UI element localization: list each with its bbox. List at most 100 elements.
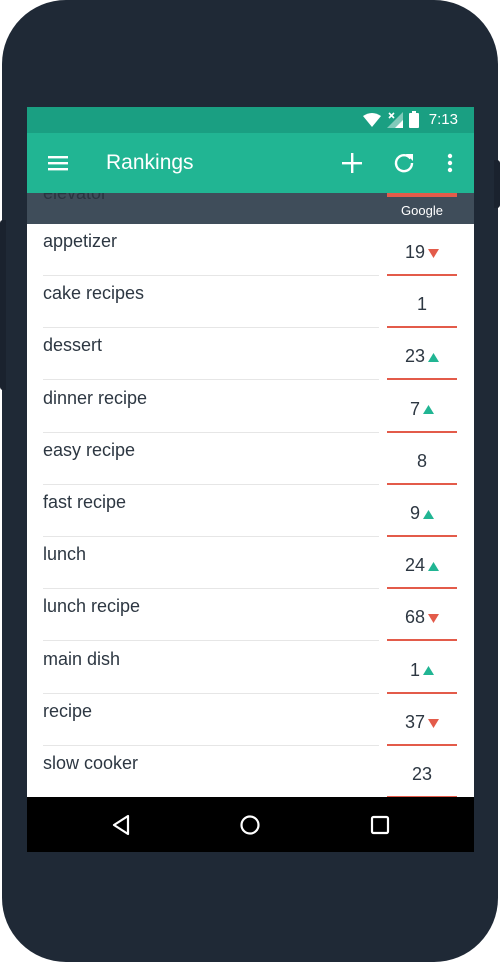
rank-value: 68	[404, 607, 426, 628]
previous-keyword: elevator	[43, 193, 108, 203]
add-icon	[342, 153, 362, 173]
row-divider	[43, 640, 379, 642]
signal-icon	[386, 111, 403, 128]
list-item[interactable]: appetizer 19	[27, 224, 474, 276]
rank-underline	[387, 274, 457, 276]
trend-down-icon	[428, 614, 440, 624]
rank-value-wrap: 1	[387, 294, 457, 315]
rank-value-wrap: 7	[387, 399, 457, 420]
rank-underline	[387, 378, 457, 381]
home-icon	[240, 815, 260, 835]
keyword-label: cake recipes	[43, 283, 145, 304]
rank-value-wrap: 8	[387, 451, 457, 472]
recents-icon	[370, 815, 390, 835]
more-button[interactable]	[436, 149, 464, 177]
keyword-label: recipe	[43, 700, 93, 721]
google-rank-cell[interactable]: 23	[387, 328, 457, 381]
rank-value-wrap: 23	[387, 346, 457, 367]
keyword-label: dessert	[43, 335, 103, 356]
google-rank-cell[interactable]: 23	[387, 746, 457, 798]
status-bar: 7:13	[27, 107, 474, 133]
rank-value-wrap: 19	[387, 242, 457, 263]
row-divider	[43, 379, 379, 381]
row-divider	[43, 327, 379, 329]
row-divider	[43, 588, 379, 590]
status-time: 7:13	[428, 111, 458, 128]
screen: 7:13 Rankings elevator Google appetizer 1…	[27, 107, 474, 852]
power-button	[494, 160, 500, 208]
list-item[interactable]: dessert 23	[27, 328, 474, 381]
trend-down-icon	[428, 248, 440, 258]
list-item[interactable]: cake recipes 1	[27, 276, 474, 329]
google-rank-cell[interactable]: 1	[387, 642, 457, 694]
trend-up-icon	[428, 561, 440, 571]
google-rank-cell[interactable]: 7	[387, 381, 457, 433]
rank-value-wrap: 37	[387, 712, 457, 733]
rank-value: 1	[409, 659, 420, 680]
rank-value: 19	[404, 242, 426, 262]
row-divider	[43, 744, 379, 746]
recents-button[interactable]	[366, 811, 394, 839]
keyword-label: lunch	[43, 544, 87, 565]
menu-button[interactable]	[44, 149, 72, 177]
rank-underline	[387, 639, 457, 642]
rank-value-wrap: 1	[387, 660, 457, 681]
rank-underline	[387, 535, 457, 537]
rank-underline	[387, 587, 457, 590]
trend-up-icon	[423, 509, 434, 519]
list-subheader: elevator Google	[27, 193, 474, 224]
page-title: Rankings	[106, 151, 194, 174]
volume-button	[0, 220, 6, 390]
search-engine-label[interactable]: Google	[401, 203, 443, 218]
rank-underline	[387, 326, 457, 329]
engine-indicator	[387, 193, 457, 197]
rank-value: 7	[409, 398, 420, 419]
keyword-label: main dish	[43, 648, 121, 669]
rank-value-wrap: 68	[387, 607, 457, 628]
rank-underline	[387, 691, 457, 694]
app-bar: Rankings	[27, 133, 474, 193]
row-divider	[43, 483, 379, 485]
rank-value: 1	[416, 294, 427, 315]
google-rank-cell[interactable]: 24	[387, 537, 457, 590]
keyword-label: fast recipe	[43, 492, 127, 512]
wifi-icon	[362, 112, 381, 127]
list-item[interactable]: slow cooker 23	[27, 746, 474, 798]
google-rank-cell[interactable]: 19	[387, 224, 457, 276]
rank-value-wrap: 23	[387, 764, 457, 785]
rank-value-wrap: 24	[387, 555, 457, 576]
rank-value-wrap: 9	[387, 503, 457, 524]
rank-value: 8	[416, 450, 427, 471]
google-rank-cell[interactable]: 8	[387, 433, 457, 485]
google-rank-cell[interactable]: 9	[387, 485, 457, 537]
rank-underline	[387, 430, 457, 433]
row-divider	[43, 692, 379, 694]
home-button[interactable]	[236, 811, 264, 839]
keyword-label: easy recipe	[43, 439, 136, 460]
add-button[interactable]	[338, 149, 366, 177]
row-divider	[43, 536, 379, 537]
trend-down-icon	[428, 718, 440, 728]
refresh-button[interactable]	[390, 149, 418, 177]
back-icon	[112, 814, 130, 836]
list-item[interactable]: recipe 37	[27, 694, 474, 746]
rank-underline	[387, 482, 457, 485]
back-button[interactable]	[107, 811, 135, 839]
google-rank-cell[interactable]: 68	[387, 589, 457, 642]
rank-underline	[387, 743, 457, 746]
list-item[interactable]: fast recipe 9	[27, 485, 474, 537]
list-item[interactable]: dinner recipe 7	[27, 381, 474, 433]
row-divider	[43, 275, 379, 276]
list-item[interactable]: lunch recipe 68	[27, 589, 474, 642]
rank-value: 24	[404, 555, 426, 576]
google-rank-cell[interactable]: 37	[387, 694, 457, 746]
list-item[interactable]: lunch 24	[27, 537, 474, 590]
list-item[interactable]: easy recipe 8	[27, 433, 474, 485]
list-item[interactable]: main dish 1	[27, 642, 474, 694]
rank-value: 9	[409, 503, 420, 523]
google-rank-cell[interactable]: 1	[387, 276, 457, 329]
keyword-label: slow cooker	[43, 753, 139, 773]
trend-up-icon	[428, 353, 440, 363]
more-vert-icon	[447, 153, 453, 173]
trend-up-icon	[423, 666, 434, 676]
